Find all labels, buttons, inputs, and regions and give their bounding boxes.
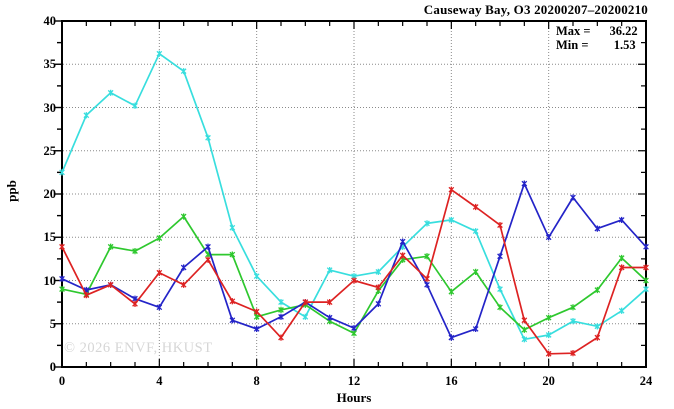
series-green-markers xyxy=(59,213,649,337)
y-tick-label: 25 xyxy=(43,143,57,158)
y-tick-label: 10 xyxy=(43,273,57,288)
x-tick-label: 8 xyxy=(253,374,260,388)
y-tick-label: 40 xyxy=(43,14,57,28)
y-tick-label: 30 xyxy=(43,100,57,115)
watermark: © 2026 ENVF, HKUST xyxy=(64,340,213,356)
series-blue-line xyxy=(61,182,647,339)
y-tick-label: 20 xyxy=(43,187,57,201)
x-tick-label: 4 xyxy=(156,374,163,388)
y-tick-label: 0 xyxy=(49,360,56,374)
y-tick-label: 35 xyxy=(43,57,57,72)
stat-value: 1.53 xyxy=(613,38,636,52)
stat-row: Min = 1.53 xyxy=(556,38,638,52)
max-min-annotation: Max = 36.22 Min = 1.53 xyxy=(556,24,638,52)
chart-title: Causeway Bay, O3 20200207–20200210 xyxy=(423,2,648,17)
series-cyan-markers xyxy=(59,50,649,343)
y-tick-label: 15 xyxy=(43,230,57,245)
x-tick-label: 24 xyxy=(639,374,653,388)
x-tick-label: 12 xyxy=(347,374,361,388)
x-tick-label: 0 xyxy=(58,374,66,388)
x-tick-label: 16 xyxy=(445,374,458,388)
stat-label: Max = xyxy=(556,24,594,38)
x-tick-label: 20 xyxy=(542,374,555,388)
stat-row: Max = 36.22 xyxy=(556,24,638,38)
y-tick-label: 5 xyxy=(49,316,56,331)
x-axis-label: Hours xyxy=(336,390,372,405)
stat-value: 36.22 xyxy=(609,24,638,38)
series-red-markers xyxy=(59,186,649,357)
stat-label: Min = xyxy=(556,38,592,52)
